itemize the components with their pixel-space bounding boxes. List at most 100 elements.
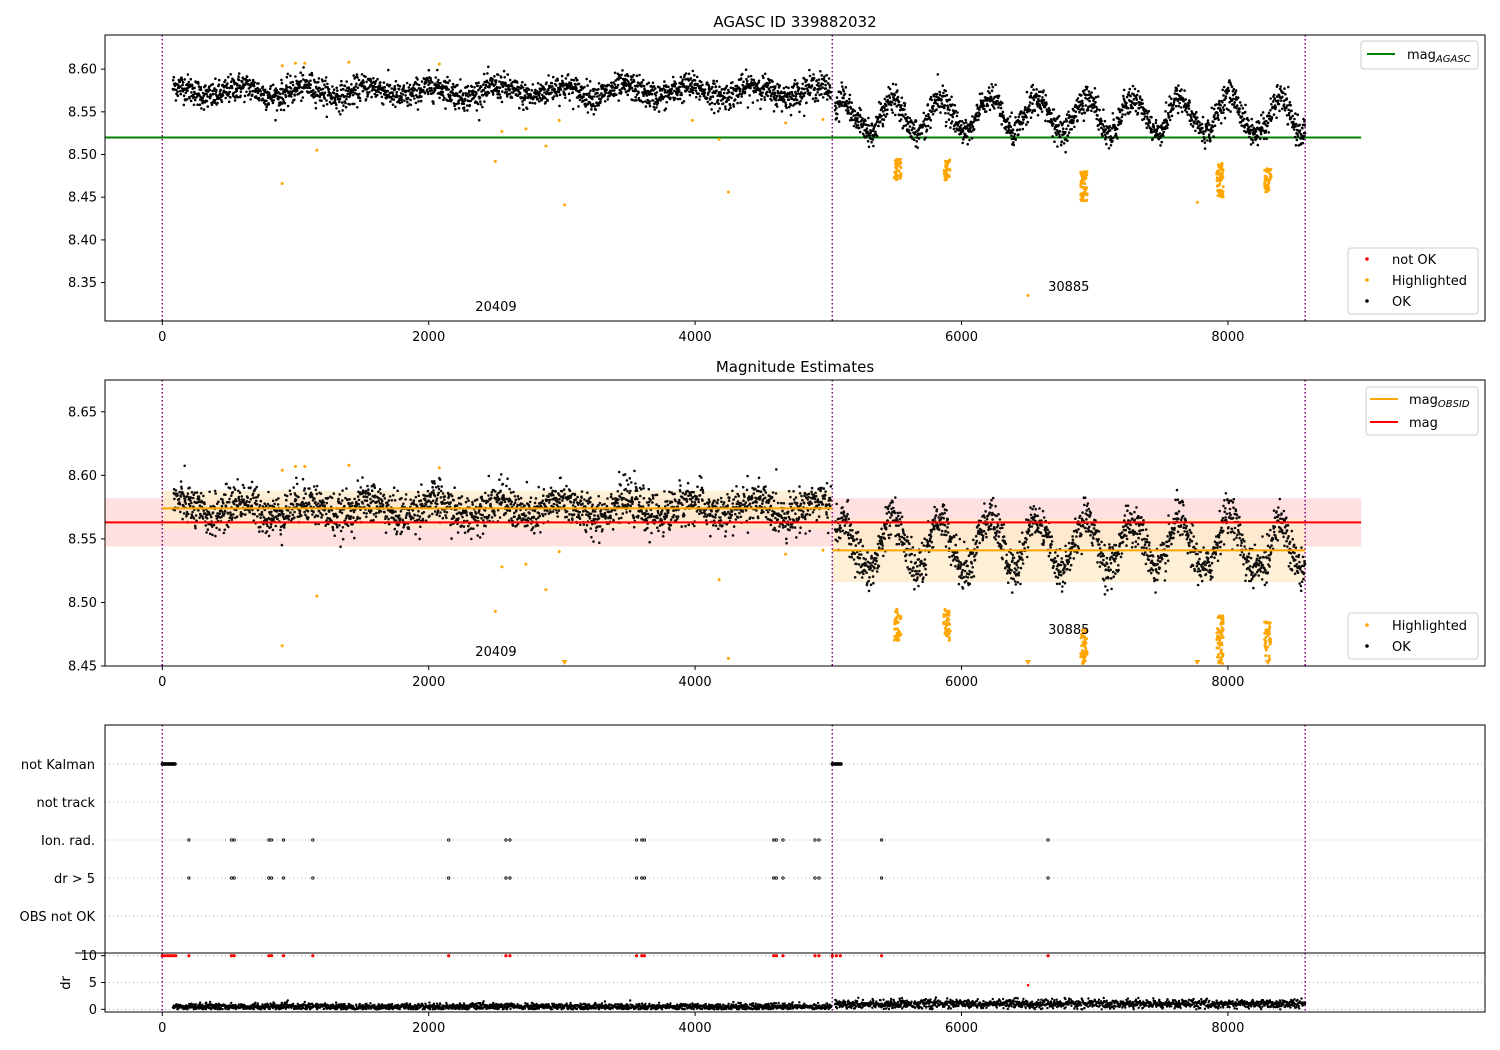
legend-subscript: AGASC [1435,54,1471,65]
obsid-label: 30885 [1048,623,1089,638]
legend-box [1347,247,1479,315]
y-tick-label: 0 [89,1003,97,1018]
x-tick-label: 8000 [1211,330,1244,345]
y-tick-label: 8.55 [68,105,97,120]
legend-marker [1365,623,1369,627]
flag-marker [187,876,191,880]
flag-category-label: Ion. rad. [41,834,95,849]
flag-marker [813,876,817,880]
axes-frame [104,379,1486,667]
plot-area [105,725,1485,953]
x-tick-label: 0 [158,330,166,345]
obsid-label: 30885 [1048,280,1089,295]
legend-box [1347,612,1479,660]
flag-marker [232,838,236,842]
flag-marker [642,838,647,842]
flag-marker [504,876,508,880]
flag-marker [508,876,512,880]
obsid-label: 20409 [475,645,516,660]
x-tick-label: 0 [158,1021,166,1036]
y-tick-label: 8.50 [68,596,97,611]
flag-marker [879,838,884,842]
y-tick-label: 10 [80,949,97,964]
flag-marker [269,838,274,842]
legend-label: OK [1392,295,1411,310]
magnitude-estimates-panel: 20409 30885 0 2000 4000 6000 8000 8.45 8.50 8.55 8… [68,379,1486,690]
flag-marker [281,876,286,880]
plot-area: 20409 30885 [105,35,1362,321]
flags-panel: not Kalman not track Ion. rad. dr > 5 OBS no… [20,724,1486,954]
panel2-title: Magnitude Estimates [716,358,874,376]
x-tick-label: 8000 [1211,675,1244,690]
legend-label: OK [1392,640,1411,655]
flag-marker [1046,838,1050,842]
y-tick-label: 5 [89,976,97,991]
legend-label: not OK [1392,253,1437,268]
y-tick-label: 8.35 [68,276,97,291]
axes-frame [104,34,1486,322]
flag-marker [508,838,512,842]
flag-category-label: not track [36,796,95,811]
flag-marker [504,838,508,842]
plot-area [105,953,1485,1012]
y-tick-label: 8.40 [68,233,97,248]
y-tick-label: 8.45 [68,191,97,206]
clipped-marker [1216,660,1223,665]
flag-marker [187,838,191,842]
plot-area: 20409 30885 [105,380,1362,666]
flag-marker [634,876,639,880]
ok-points [171,464,1307,596]
legend-box [1360,40,1479,70]
x-tick-label: 2000 [412,675,445,690]
ok-points [171,65,1307,154]
x-tick-label: 6000 [945,1021,978,1036]
y-tick-label: 8.45 [68,660,97,675]
flag-marker [774,838,778,842]
legend-label: Highlighted [1392,619,1467,634]
flag-marker [839,762,843,766]
flag-marker [269,876,274,880]
x-tick-label: 2000 [412,1021,445,1036]
legend-marker [1365,257,1369,261]
legend-label: Highlighted [1392,274,1467,289]
dr-points [171,996,1307,1011]
x-tick-label: 2000 [412,330,445,345]
dr-axis-label: dr [59,976,74,990]
legend-label: mag [1409,416,1438,431]
x-tick-label: 6000 [945,330,978,345]
y-tick-label: 8.65 [68,405,97,420]
flag-marker [1046,876,1050,880]
dr-panel: 0 2000 4000 6000 8000 0 5 10 [75,949,1486,1036]
dr-outlier-point [1026,983,1030,987]
flag-marker [281,838,286,842]
y-tick-label: 8.60 [68,63,97,78]
legend-marker [1365,278,1369,282]
clipped-marker [1194,660,1201,665]
y-tick-label: 8.50 [68,148,97,163]
flag-marker [817,876,821,880]
clipped-marker [1081,660,1088,665]
flag-marker [774,876,778,880]
suptitle: AGASC ID 339882032 [713,13,876,31]
flag-marker [781,876,785,880]
flag-marker [642,876,647,880]
y-tick-label: 8.55 [68,532,97,547]
x-tick-label: 4000 [679,675,712,690]
legend-marker [1365,299,1369,303]
y-tick-label: 8.60 [68,469,97,484]
flag-category-label: OBS not OK [20,910,96,925]
flag-marker [447,838,451,842]
flag-marker [879,876,884,880]
flag-marker [311,838,315,842]
legend-subscript: OBSID [1438,399,1470,410]
x-tick-label: 8000 [1211,1021,1244,1036]
clipped-marker [1264,660,1271,665]
flag-marker [817,838,821,842]
x-tick-label: 4000 [679,1021,712,1036]
flag-marker [173,762,177,766]
clipped-marker [1025,660,1032,665]
flag-marker [311,876,315,880]
x-tick-label: 0 [158,675,166,690]
flag-marker [634,838,639,842]
x-tick-label: 6000 [945,675,978,690]
